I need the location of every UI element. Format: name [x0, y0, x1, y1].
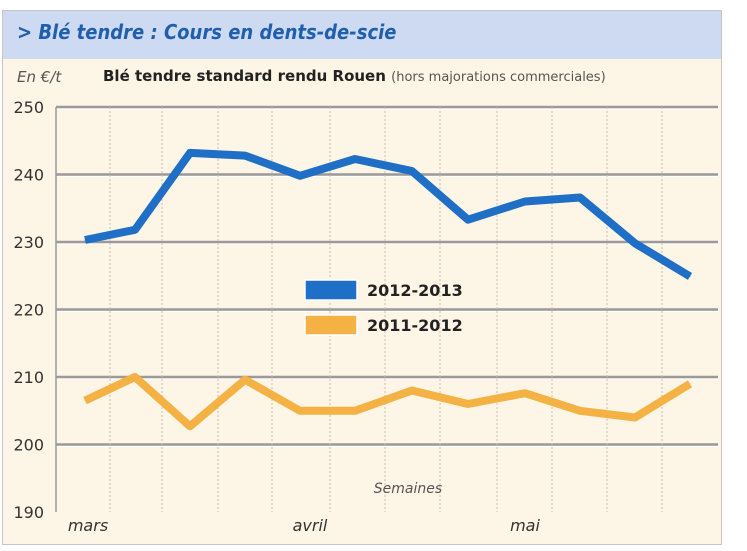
series-line-2012-2013: [84, 148, 693, 280]
data-point-2012-2013-5: [354, 158, 356, 160]
grid-layer: [55, 105, 718, 512]
y-tick-label-240: 240: [13, 166, 44, 185]
series-layer: [83, 148, 693, 431]
month-label-avril: avril: [293, 516, 328, 535]
month-label-mars: mars: [68, 516, 108, 535]
data-point-2012-2013-11: [689, 275, 691, 277]
month-label-mai: mai: [510, 516, 540, 535]
y-tick-label-210: 210: [13, 368, 44, 387]
y-tick-label-230: 230: [13, 233, 44, 252]
data-point-2011-2012-8: [524, 392, 526, 394]
data-point-2011-2012-7: [467, 403, 469, 405]
chart-title-main: Blé tendre standard rendu Rouen: [103, 67, 386, 85]
legend-swatch-2011-2012: [304, 314, 358, 336]
month-label-layer: mars avril mai: [68, 516, 541, 535]
legend-swatch-2012-2013: [304, 279, 358, 301]
data-point-2011-2012-9: [579, 410, 581, 412]
header-bar: > Blé tendre : Cours en dents-de-scie: [3, 11, 721, 59]
data-point-2011-2012-4: [299, 410, 301, 412]
header-title: > Blé tendre : Cours en dents-de-scie: [17, 20, 397, 44]
data-point-2011-2012-3: [244, 379, 246, 381]
legend: 2012-2013 2011-2012: [304, 279, 463, 336]
data-point-2012-2013-9: [579, 197, 581, 198]
data-point-2011-2012-1: [134, 376, 136, 378]
data-point-2012-2013-1: [134, 229, 136, 231]
data-point-2012-2013-8: [524, 201, 526, 202]
y-tick-label-200: 200: [13, 436, 44, 455]
y-tick-label-220: 220: [13, 301, 44, 320]
chart-frame: > Blé tendre : Cours en dents-de-scie En…: [2, 10, 722, 545]
y-tick-label-250: 250: [13, 98, 44, 117]
chart-title: Blé tendre standard rendu Rouen (hors ma…: [103, 67, 606, 85]
y-axis-unit: En €/t: [17, 68, 62, 86]
data-point-2012-2013-7: [467, 219, 469, 221]
data-point-2012-2013-2: [189, 152, 191, 154]
legend-label-2012-2013: 2012-2013: [367, 281, 463, 300]
data-point-2012-2013-10: [634, 242, 636, 244]
data-point-2012-2013-6: [411, 170, 413, 172]
y-tick-label-190: 190: [13, 503, 44, 522]
legend-label-2011-2012: 2011-2012: [367, 316, 463, 335]
data-point-2012-2013-0: [84, 239, 86, 241]
data-point-2011-2012-6: [411, 390, 413, 391]
x-axis-label: Semaines: [374, 481, 442, 497]
chart-title-subtitle: (hors majorations commerciales): [391, 70, 606, 85]
data-point-2011-2012-0: [84, 400, 86, 402]
y-tick-layer: 190 200 210 220 230 240 250: [13, 98, 44, 522]
data-point-2011-2012-5: [354, 410, 356, 412]
data-point-2011-2012-11: [689, 383, 691, 385]
data-point-2012-2013-4: [299, 175, 301, 177]
series-line-2011-2012: [83, 373, 693, 431]
data-point-2012-2013-3: [244, 155, 246, 157]
data-point-2011-2012-2: [189, 425, 191, 427]
data-point-2011-2012-10: [634, 417, 636, 418]
